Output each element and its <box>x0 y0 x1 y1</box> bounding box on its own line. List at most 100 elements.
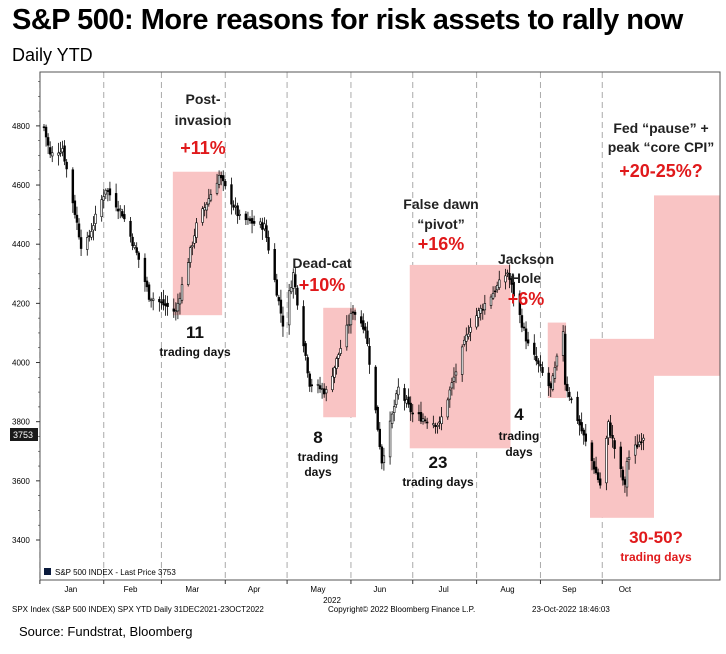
candle-body <box>349 313 353 326</box>
x-tick-label: Jul <box>439 585 449 594</box>
candle-body <box>405 399 408 404</box>
rally-duration-unit-dead-cat: days <box>304 465 332 479</box>
candle-body <box>623 479 627 485</box>
candle-body <box>259 221 262 225</box>
candle-body <box>108 188 112 196</box>
candle-body <box>553 367 557 379</box>
candle-body <box>86 237 89 250</box>
rally-duration-count-jackson-hole: 4 <box>514 405 524 424</box>
projection-box-upper <box>654 195 720 376</box>
candle-body <box>316 383 320 386</box>
rally-label-post-invasion: Post- <box>186 91 221 107</box>
y-tick-label: 3600 <box>12 477 30 486</box>
candle-body <box>539 364 542 367</box>
candle-body <box>166 302 169 307</box>
candle-body <box>149 299 153 302</box>
candle-body <box>477 310 480 318</box>
bloomberg-footer-left: SPX Index (S&P 500 INDEX) SPX YTD Daily … <box>12 605 264 614</box>
rally-label-dead-cat: Dead-cat <box>292 255 351 271</box>
candle-body <box>304 343 307 356</box>
candle-body <box>638 441 641 446</box>
rally-duration-unit-false-dawn: trading days <box>402 475 474 489</box>
candle-body <box>411 412 414 415</box>
candle-body <box>465 334 468 342</box>
candle-body <box>79 237 83 249</box>
candle-body <box>162 299 165 306</box>
candle-body <box>421 418 425 422</box>
candle-body <box>296 287 299 306</box>
candle-body <box>172 308 175 312</box>
candle-body <box>333 367 336 378</box>
candle-body <box>520 315 524 328</box>
candle-body <box>71 169 75 204</box>
rally-duration-count-fed-pause: 30-50? <box>629 528 683 547</box>
x-tick-label: Feb <box>124 585 138 594</box>
candle-body <box>281 315 285 327</box>
candle-body <box>368 345 371 365</box>
candle-body <box>261 222 264 230</box>
candle-body <box>594 466 598 474</box>
rally-label-false-dawn: False dawn <box>403 196 478 212</box>
candle-body <box>376 406 379 430</box>
legend-swatch <box>44 568 51 575</box>
rally-duration-unit-jackson-hole: trading <box>499 429 540 443</box>
candle-body <box>207 198 210 205</box>
candle-body <box>238 214 241 216</box>
candle-body <box>460 346 464 375</box>
candle-body <box>63 145 66 162</box>
candle-body <box>533 342 536 355</box>
candle-body <box>592 461 596 470</box>
rally-label-fed-pause: peak “core CPI” <box>608 139 715 155</box>
candle-body <box>609 422 612 436</box>
candle-body <box>174 310 178 313</box>
candle-body <box>232 204 235 208</box>
candle-body <box>611 434 614 439</box>
candle-body <box>526 339 530 344</box>
rally-gain-false-dawn: +16% <box>418 234 465 254</box>
candle-body <box>446 399 449 418</box>
candle-body <box>57 152 60 156</box>
rally-gain-dead-cat: +10% <box>299 275 346 295</box>
x-tick-label: Oct <box>619 585 632 594</box>
candle-body <box>180 284 184 301</box>
rally-gain-fed-pause: +20-25%? <box>619 161 703 181</box>
candle-body <box>621 469 625 481</box>
candle-body <box>217 174 221 185</box>
candle-body <box>201 208 204 223</box>
candle-body <box>479 307 482 314</box>
candle-body <box>481 308 484 311</box>
candle-body <box>397 386 400 396</box>
candle-body <box>90 231 93 238</box>
candle-body <box>119 208 122 211</box>
candle-body <box>576 396 579 421</box>
candle-body <box>308 373 311 387</box>
candle-body <box>512 281 515 297</box>
candle-body <box>100 199 103 218</box>
candle-body <box>504 275 507 283</box>
candle-body <box>116 208 120 212</box>
candle-body <box>133 245 136 248</box>
candle-body <box>106 190 110 192</box>
candle-body <box>209 194 213 201</box>
candle-body <box>306 357 309 374</box>
candle-body <box>44 126 48 138</box>
candle-body <box>440 416 443 425</box>
candle-body <box>178 298 182 305</box>
candle-body <box>524 328 528 342</box>
rally-duration-count-false-dawn: 23 <box>429 453 448 472</box>
candle-body <box>215 182 219 194</box>
candle-body <box>448 389 452 400</box>
candle-body <box>248 218 252 222</box>
candle-body <box>51 152 54 157</box>
x-tick-label: May <box>310 585 325 594</box>
candle-body <box>224 181 227 187</box>
rally-gain-post-invasion: +11% <box>180 138 226 158</box>
candle-body <box>275 279 278 296</box>
candle-body <box>598 478 602 486</box>
candle-body <box>555 355 559 367</box>
candle-body <box>203 207 206 211</box>
candle-body <box>61 148 64 153</box>
rally-label-fed-pause: Fed “pause” + <box>613 120 708 136</box>
rally-label-post-invasion: invasion <box>175 112 232 128</box>
